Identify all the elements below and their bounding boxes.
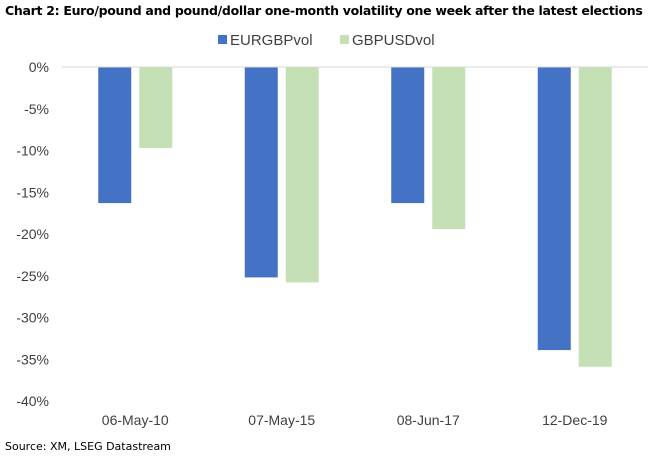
- bar-eurgbpvol-07-may-15: [244, 67, 278, 278]
- y-tick-label: -35%: [16, 351, 49, 367]
- x-axis: 06-May-10 07-May-15 08-Jun-17 12-Dec-19: [62, 66, 648, 428]
- chart-title: Chart 2: Euro/pound and pound/dollar one…: [5, 3, 643, 18]
- y-tick-label: 0%: [29, 59, 49, 75]
- legend: EURGBPvol GBPUSDvol: [218, 32, 435, 49]
- y-tick-label: -20%: [16, 226, 49, 242]
- x-tick-label: 06-May-10: [102, 412, 169, 428]
- x-tick-label: 08-Jun-17: [397, 412, 460, 428]
- y-axis: 0% -5% -10% -15% -20% -25% -30% -35% -40%: [16, 59, 49, 409]
- legend-label-gbpusdvol: GBPUSDvol: [352, 32, 435, 49]
- legend-label-eurgbpvol: EURGBPvol: [230, 32, 313, 49]
- bar-gbpusdvol-08-jun-17: [432, 67, 466, 229]
- bar-gbpusdvol-07-may-15: [285, 67, 319, 283]
- y-tick-label: -15%: [16, 184, 49, 200]
- y-tick-label: -40%: [16, 393, 49, 409]
- legend-swatch-gbpusdvol: [340, 35, 349, 44]
- bar-eurgbpvol-12-dec-19: [537, 67, 571, 351]
- y-tick-label: -25%: [16, 268, 49, 284]
- bar-gbpusdvol-06-may-10: [139, 67, 173, 148]
- y-tick-label: -5%: [24, 101, 49, 117]
- y-tick-label: -30%: [16, 310, 49, 326]
- bar-gbpusdvol-12-dec-19: [578, 67, 612, 367]
- y-tick-label: -10%: [16, 143, 49, 159]
- x-tick-label: 07-May-15: [248, 412, 315, 428]
- x-tick-label: 12-Dec-19: [542, 412, 608, 428]
- bar-eurgbpvol-06-may-10: [98, 67, 132, 204]
- legend-swatch-eurgbpvol: [218, 35, 227, 44]
- chart-source: Source: XM, LSEG Datastream: [5, 440, 171, 453]
- bars: [98, 67, 612, 367]
- bar-eurgbpvol-08-jun-17: [391, 67, 425, 204]
